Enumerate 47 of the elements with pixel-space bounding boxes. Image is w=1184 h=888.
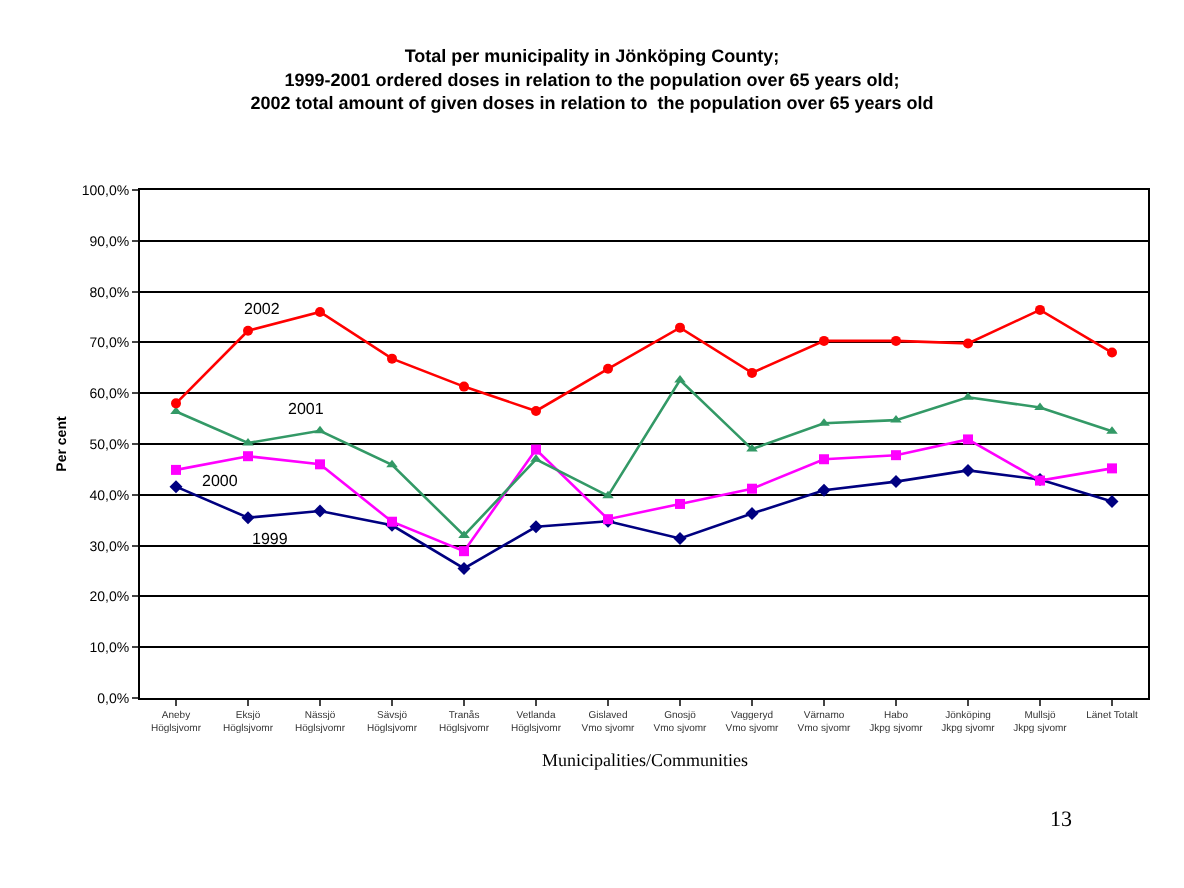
point (819, 335, 829, 346)
point (171, 398, 181, 409)
series-label: 1999 (252, 530, 289, 548)
point (314, 425, 326, 434)
point (1107, 463, 1117, 474)
point (243, 451, 253, 462)
point (387, 353, 397, 364)
point (891, 335, 901, 346)
point (745, 507, 759, 521)
point (169, 480, 183, 494)
point (459, 546, 469, 557)
point (459, 381, 469, 392)
point (1035, 304, 1045, 315)
point (747, 367, 757, 378)
point (531, 444, 541, 455)
point (457, 561, 471, 575)
point (963, 338, 973, 349)
point (675, 322, 685, 333)
point (817, 483, 831, 497)
x-axis-title: Municipalities/Communities (542, 750, 749, 770)
point (891, 450, 901, 461)
point (243, 325, 253, 336)
point (1107, 347, 1117, 358)
series-label: 2001 (288, 400, 325, 418)
point (315, 306, 325, 317)
chart-title: Total per municipality in Jönköping County; 1999-2001 ordered doses in relation to the population over 65 years old; 2002 total amount of given doses in relation to the population over 65 years old (250, 46, 934, 113)
point (747, 483, 757, 494)
point (675, 498, 685, 509)
series-label: 2002 (244, 300, 281, 318)
point (889, 475, 903, 489)
point (313, 504, 327, 518)
point (819, 454, 829, 465)
point (315, 459, 325, 470)
point (531, 405, 541, 416)
series-label: 2000 (202, 472, 239, 490)
point (529, 520, 543, 534)
point (673, 531, 687, 545)
point (603, 363, 613, 374)
point (387, 516, 397, 527)
point (386, 459, 398, 468)
point (963, 434, 973, 445)
text: 13 (1050, 808, 1073, 832)
point (961, 463, 975, 477)
point (1105, 494, 1119, 508)
point (241, 511, 255, 525)
point (602, 490, 614, 499)
point (171, 464, 181, 475)
